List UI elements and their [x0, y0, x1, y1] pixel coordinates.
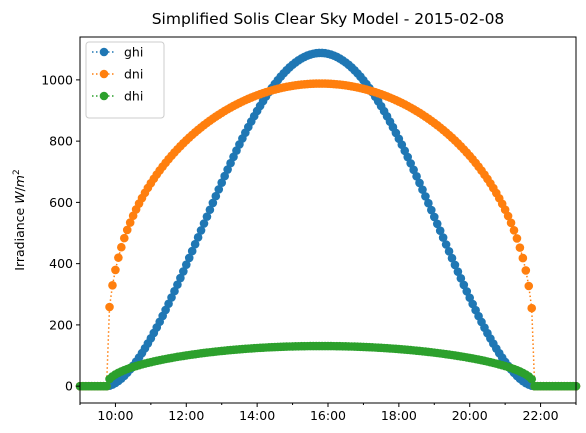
data-point-dhi: [102, 381, 111, 391]
data-point-ghi: [421, 192, 430, 201]
data-point-ghi: [167, 293, 176, 302]
chart-marks: [75, 48, 581, 391]
x-tick-label: 14:00: [239, 408, 275, 423]
legend-item-ghi: ghi: [92, 45, 143, 60]
legend-label: dhi: [124, 89, 143, 104]
data-point-ghi: [429, 212, 439, 222]
chart-title: Simplified Solis Clear Sky Model - 2015-…: [152, 10, 505, 28]
data-point-dhi: [527, 374, 537, 384]
data-point-ghi: [450, 260, 460, 270]
data-point-dni: [111, 265, 120, 275]
data-point-ghi: [181, 260, 191, 269]
data-point-ghi: [187, 246, 197, 256]
data-point-ghi: [435, 226, 445, 235]
data-point-ghi: [208, 198, 218, 208]
y-tick-label: 400: [49, 256, 73, 271]
data-point-ghi: [202, 212, 212, 221]
data-point-dni: [515, 243, 525, 252]
x-tick-label: 10:00: [97, 408, 133, 423]
data-point-ghi: [176, 273, 185, 283]
data-point-ghi: [459, 280, 469, 290]
y-axis: 0 200 400 600 800 1000: [41, 72, 80, 394]
x-tick-label: 18:00: [381, 408, 417, 423]
series-dhi: [75, 341, 581, 391]
data-point-dni: [527, 303, 537, 313]
series-line-dni: [80, 82, 576, 387]
data-point-ghi: [196, 226, 206, 235]
data-point-ghi: [415, 178, 424, 188]
data-point-ghi: [424, 198, 433, 208]
data-point-ghi: [211, 191, 221, 201]
y-tick-label: 800: [49, 134, 73, 149]
data-point-ghi: [456, 274, 466, 283]
data-point-dni: [518, 253, 528, 263]
data-point-ghi: [447, 253, 457, 263]
legend-label: dni: [124, 67, 143, 82]
data-point-ghi: [173, 280, 182, 289]
legend-marker: [99, 91, 109, 101]
data-point-ghi: [220, 171, 229, 181]
data-point-ghi: [412, 172, 421, 181]
data-point-ghi: [214, 185, 224, 194]
data-point-ghi: [170, 286, 179, 296]
data-point-dni: [503, 211, 513, 221]
data-point-ghi: [409, 165, 418, 175]
data-point-dni: [506, 218, 516, 228]
legend-item-dhi: dhi: [92, 89, 143, 104]
data-point-dni: [524, 281, 534, 291]
x-axis: 10:00 12:00 14:00 16:00 18:00 20:00 22:00: [79, 403, 577, 423]
data-point-ghi: [223, 165, 232, 174]
data-point-ghi: [444, 247, 454, 256]
data-point-ghi: [190, 239, 200, 249]
data-point-dni: [119, 233, 129, 243]
data-point-ghi: [179, 267, 188, 276]
legend: ghi dni dhi: [85, 41, 165, 119]
data-point-dni: [117, 242, 126, 252]
y-axis-label: Irradiance W/m2: [12, 169, 27, 270]
data-point-dni: [108, 280, 117, 290]
x-tick-label: 22:00: [523, 408, 559, 423]
data-point-ghi: [406, 159, 415, 168]
data-point-dni: [521, 266, 531, 275]
legend-marker: [99, 47, 109, 57]
data-point-ghi: [438, 233, 448, 242]
y-tick-label: 200: [49, 317, 73, 332]
y-axis-label-text: Irradiance: [12, 204, 27, 271]
y-tick-label: 600: [49, 195, 73, 210]
data-point-ghi: [217, 178, 227, 187]
data-point-dni: [122, 225, 132, 235]
data-point-dni: [114, 253, 123, 262]
data-point-dni: [512, 234, 522, 243]
y-tick-label: 1000: [41, 72, 73, 87]
y-tick-label: 0: [65, 379, 73, 394]
data-point-ghi: [432, 219, 442, 229]
x-tick-label: 12:00: [168, 408, 204, 423]
x-tick-label: 20:00: [452, 408, 488, 423]
data-point-ghi: [441, 240, 451, 249]
x-tick-label: 16:00: [310, 408, 346, 423]
legend-item-dni: dni: [92, 67, 143, 82]
data-point-dni: [125, 218, 135, 227]
data-point-ghi: [193, 233, 203, 242]
data-point-ghi: [184, 253, 194, 263]
data-point-dni: [509, 225, 519, 235]
data-point-ghi: [199, 219, 209, 228]
data-point-dni: [105, 302, 114, 312]
data-point-ghi: [205, 205, 215, 215]
legend-marker: [99, 69, 109, 79]
legend-label: ghi: [124, 45, 143, 60]
data-point-ghi: [427, 205, 436, 215]
y-axis-label-unit: W: [12, 191, 27, 204]
data-point-ghi: [418, 185, 427, 194]
data-point-ghi: [453, 267, 463, 276]
